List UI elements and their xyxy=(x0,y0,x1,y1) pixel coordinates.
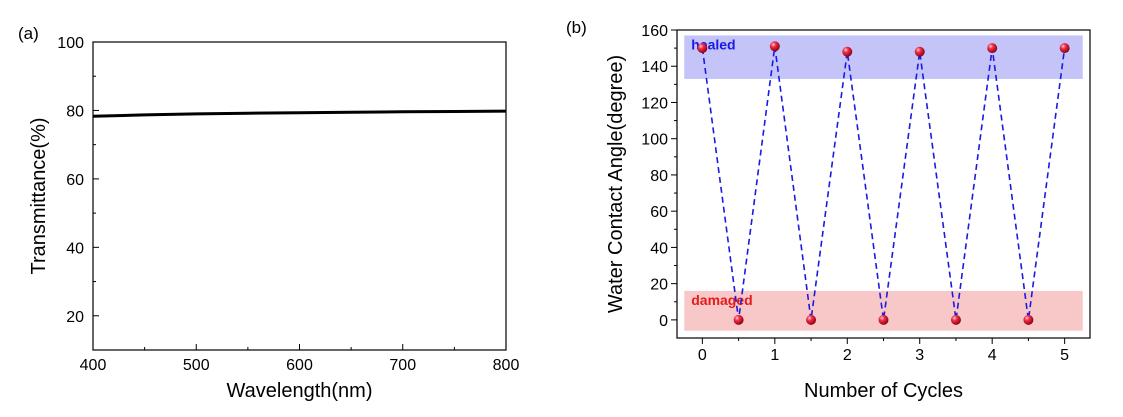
x-tick-label: 800 xyxy=(493,357,520,374)
x-tick-label: 0 xyxy=(698,347,707,364)
data-point xyxy=(914,46,925,57)
panel-a-transmittance-chart: (a) 400 500 600 700 800 20 40 60 80 100 Waveleng… xyxy=(18,24,519,402)
data-point xyxy=(878,314,889,325)
y-tick-label: 0 xyxy=(659,313,668,330)
data-point xyxy=(806,314,817,325)
data-point xyxy=(1059,43,1070,54)
y-tick-label: 100 xyxy=(641,132,668,149)
panel-a-plot-frame xyxy=(92,41,507,351)
y-tick-label: 40 xyxy=(650,240,668,257)
panel-b-y-axis-title: Water Contact Angle(degree) xyxy=(605,55,627,313)
x-tick-label: 400 xyxy=(80,357,107,374)
band-label-damaged: damaged xyxy=(691,292,752,308)
data-point xyxy=(842,46,853,57)
data-point xyxy=(950,314,961,325)
y-tick-label: 20 xyxy=(650,277,668,294)
x-tick-label: 1 xyxy=(770,347,779,364)
y-tick-label: 20 xyxy=(66,309,84,326)
data-point xyxy=(1023,314,1034,325)
x-tick-label: 4 xyxy=(988,347,997,364)
panel-a-x-axis-title: Wavelength(nm) xyxy=(227,380,373,402)
x-tick-label: 5 xyxy=(1060,347,1069,364)
x-tick-label: 600 xyxy=(286,357,313,374)
band-healed xyxy=(684,35,1083,79)
y-tick-label: 60 xyxy=(66,172,84,189)
panel-b-x-axis-title: Number of Cycles xyxy=(804,380,963,402)
panel-a-y-axis-title: Transmittance(%) xyxy=(28,117,50,274)
y-tick-label: 120 xyxy=(641,95,668,112)
y-tick-label: 60 xyxy=(650,204,668,221)
y-tick-label: 140 xyxy=(641,59,668,76)
panel-a-label: (a) xyxy=(18,24,39,43)
y-tick-label: 40 xyxy=(66,240,84,257)
data-point xyxy=(987,43,998,54)
series-connector-line xyxy=(701,46,1066,321)
x-tick-label: 700 xyxy=(389,357,416,374)
y-tick-label: 160 xyxy=(641,23,668,40)
x-tick-label: 3 xyxy=(915,347,924,364)
data-point xyxy=(733,314,744,325)
data-point xyxy=(697,43,708,54)
data-point xyxy=(769,41,780,52)
x-tick-label: 2 xyxy=(843,347,852,364)
x-tick-label: 500 xyxy=(183,357,210,374)
y-tick-label: 80 xyxy=(650,168,668,185)
series-line xyxy=(92,109,507,118)
panel-b-label: (b) xyxy=(566,18,587,37)
y-tick-label: 80 xyxy=(66,103,84,120)
y-tick-label: 100 xyxy=(57,35,84,52)
